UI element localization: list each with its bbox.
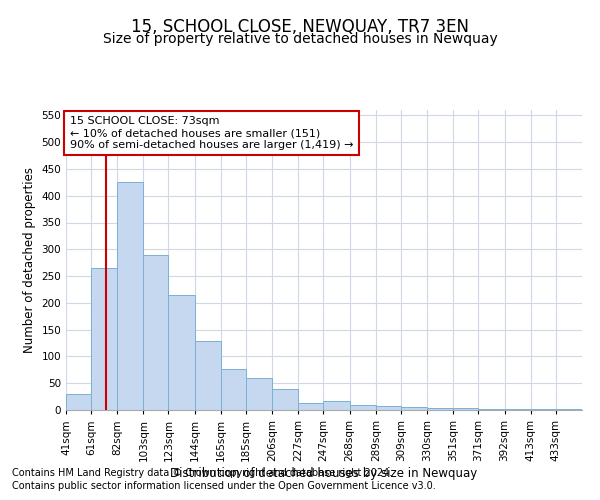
Bar	[298, 402, 323, 410]
Bar	[246, 378, 272, 410]
Bar	[350, 404, 376, 410]
Bar	[169, 295, 194, 410]
Bar	[323, 401, 350, 410]
Bar	[91, 268, 117, 410]
Bar	[117, 182, 143, 410]
Y-axis label: Number of detached properties: Number of detached properties	[23, 167, 36, 353]
Bar	[427, 408, 454, 410]
Bar	[272, 388, 298, 410]
Text: Size of property relative to detached houses in Newquay: Size of property relative to detached ho…	[103, 32, 497, 46]
Bar	[401, 408, 427, 410]
X-axis label: Distribution of detached houses by size in Newquay: Distribution of detached houses by size …	[170, 466, 478, 479]
Bar	[478, 409, 505, 410]
Text: 15 SCHOOL CLOSE: 73sqm
← 10% of detached houses are smaller (151)
90% of semi-de: 15 SCHOOL CLOSE: 73sqm ← 10% of detached…	[70, 116, 353, 150]
Bar	[376, 406, 401, 410]
Bar	[221, 370, 246, 410]
Bar	[66, 394, 91, 410]
Bar	[454, 408, 478, 410]
Text: Contains public sector information licensed under the Open Government Licence v3: Contains public sector information licen…	[12, 481, 436, 491]
Bar	[194, 342, 221, 410]
Text: Contains HM Land Registry data © Crown copyright and database right 2024.: Contains HM Land Registry data © Crown c…	[12, 468, 392, 477]
Text: 15, SCHOOL CLOSE, NEWQUAY, TR7 3EN: 15, SCHOOL CLOSE, NEWQUAY, TR7 3EN	[131, 18, 469, 36]
Bar	[143, 254, 169, 410]
